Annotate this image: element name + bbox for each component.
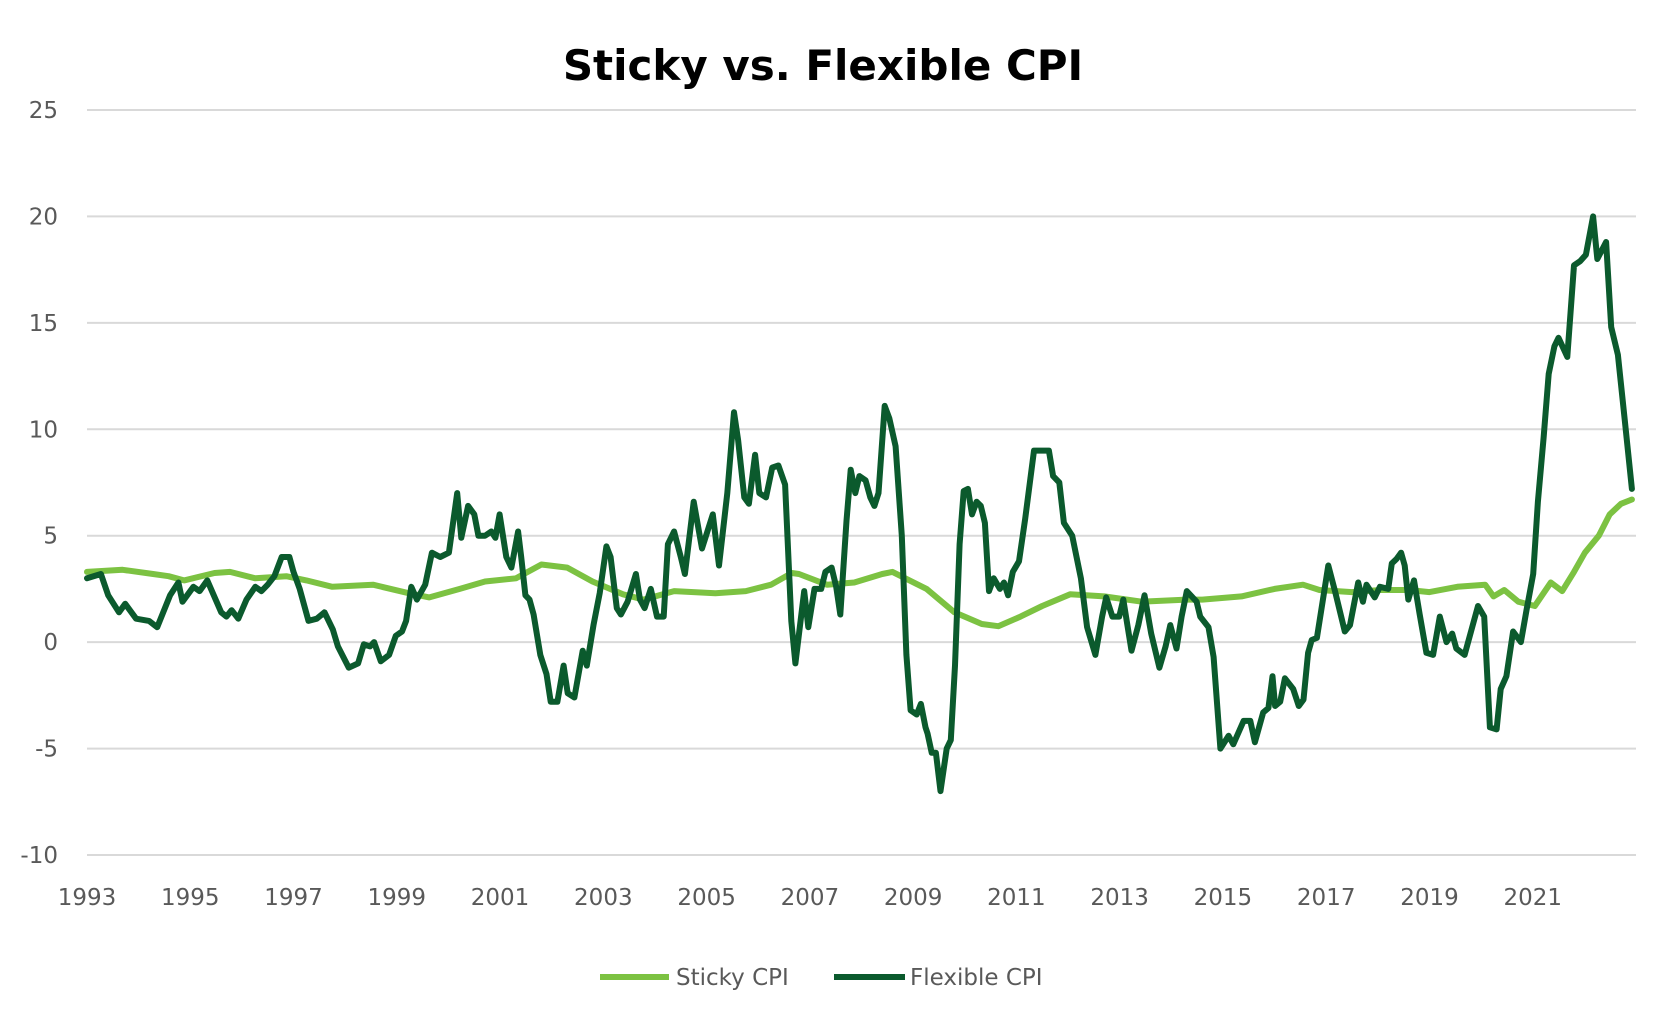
gridlines [87,109,1636,856]
legend-label-sticky-cpi: Sticky CPI [676,965,789,991]
x-tick-label: 1999 [368,885,427,911]
y-tick-label: 15 [29,311,58,337]
x-tick-label: 2009 [884,885,943,911]
y-tick-label: 0 [43,630,58,656]
x-tick-label: 2005 [677,885,736,911]
x-tick-label: 2021 [1503,885,1562,911]
legend-label-flexible-cpi: Flexible CPI [910,965,1043,991]
series-lines [84,213,1635,795]
x-axis-ticks: 1993 1995 1997 1999 2001 2003 2005 2007 2009 2011… [58,885,1562,911]
y-tick-label: -10 [20,843,58,869]
x-tick-label: 2011 [987,885,1046,911]
y-tick-label: -5 [35,737,58,763]
x-tick-label: 1997 [264,885,323,911]
y-axis-ticks: 25 20 15 10 5 0 -5 -10 [20,98,58,869]
x-tick-label: 1995 [161,885,220,911]
y-tick-label: 5 [43,524,58,550]
y-tick-label: 25 [29,98,58,124]
chart-title: Sticky vs. Flexible CPI [563,41,1083,90]
y-tick-label: 10 [29,417,58,443]
x-tick-label: 2003 [574,885,633,911]
series-line-flexible-cpi [84,213,1635,795]
x-tick-label: 2001 [471,885,530,911]
x-tick-label: 2017 [1297,885,1356,911]
y-tick-label: 20 [29,204,58,230]
x-tick-label: 2015 [1194,885,1253,911]
series-line-sticky-cpi [84,496,1635,630]
legend: Sticky CPI Flexible CPI [600,965,1043,991]
x-tick-label: 2007 [781,885,840,911]
x-tick-label: 2019 [1400,885,1459,911]
x-tick-label: 1993 [58,885,117,911]
x-tick-label: 2013 [1090,885,1149,911]
